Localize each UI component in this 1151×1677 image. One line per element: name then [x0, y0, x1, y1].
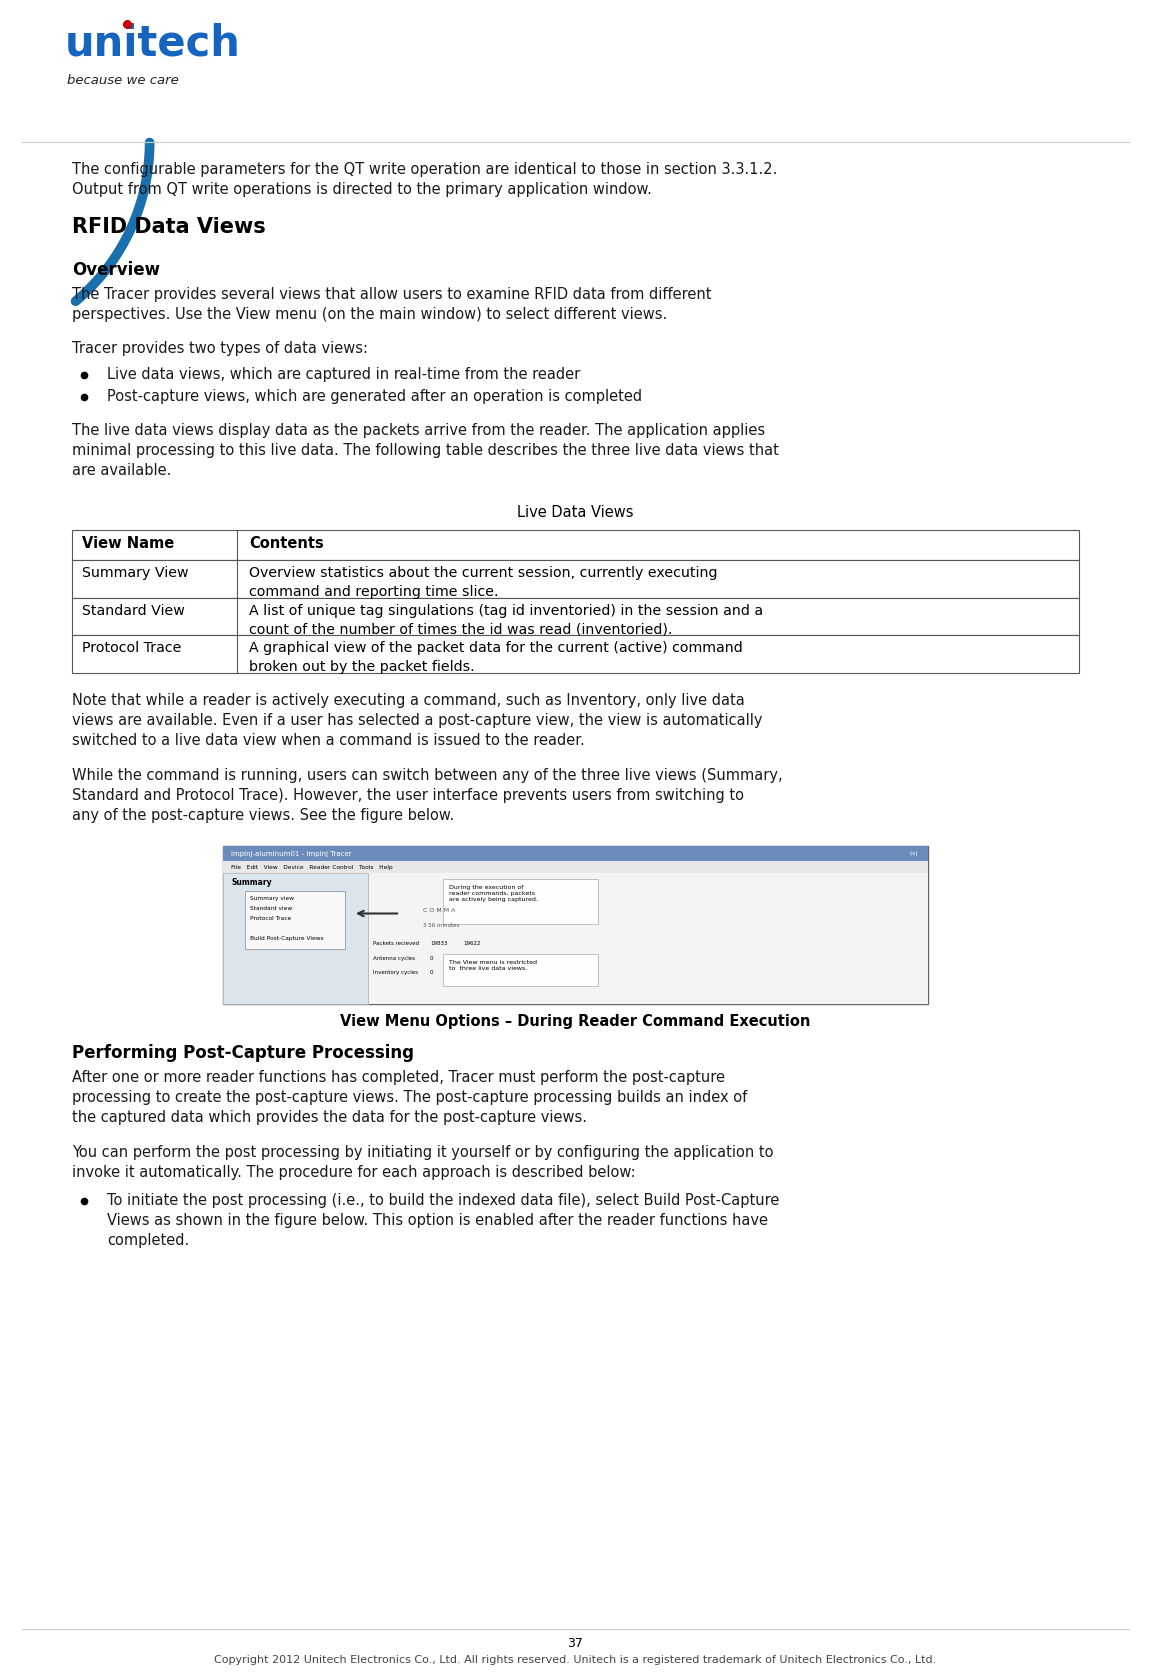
- Text: The Tracer provides several views that allow users to examine RFID data from dif: The Tracer provides several views that a…: [73, 287, 711, 302]
- Bar: [73, 530, 1078, 560]
- Text: views are available. Even if a user has selected a post-capture view, the view i: views are available. Even if a user has …: [73, 713, 762, 728]
- Text: count of the number of times the id was read (inventoried).: count of the number of times the id was …: [249, 622, 672, 637]
- Text: command and reporting time slice.: command and reporting time slice.: [249, 585, 498, 599]
- Bar: [73, 599, 1078, 636]
- Text: Output from QT write operations is directed to the primary application window.: Output from QT write operations is direc…: [73, 183, 651, 196]
- Text: Performing Post-Capture Processing: Performing Post-Capture Processing: [73, 1045, 414, 1062]
- Text: C O M M A: C O M M A: [424, 909, 456, 914]
- Text: After one or more reader functions has completed, Tracer must perform the post-c: After one or more reader functions has c…: [73, 1070, 725, 1085]
- Text: RFID Data Views: RFID Data Views: [73, 216, 266, 236]
- Text: 3 56 minutes: 3 56 minutes: [424, 924, 459, 929]
- Text: Views as shown in the figure below. This option is enabled after the reader func: Views as shown in the figure below. This…: [107, 1214, 768, 1229]
- Text: Live data views, which are captured in real-time from the reader: Live data views, which are captured in r…: [107, 367, 580, 382]
- Text: completed.: completed.: [107, 1234, 189, 1248]
- Text: 0: 0: [463, 956, 466, 961]
- Text: Summary View: Summary View: [82, 567, 189, 580]
- Text: 0: 0: [463, 971, 466, 976]
- Text: Inventory cycles: Inventory cycles: [373, 971, 418, 976]
- Text: While the command is running, users can switch between any of the three live vie: While the command is running, users can …: [73, 768, 783, 783]
- Text: 0: 0: [430, 971, 434, 976]
- Text: are available.: are available.: [73, 463, 171, 478]
- Bar: [245, 892, 345, 949]
- Text: Protocol Trace: Protocol Trace: [82, 642, 182, 656]
- Text: Standard View: Standard View: [82, 604, 185, 619]
- Text: processing to create the post-capture views. The post-capture processing builds : processing to create the post-capture vi…: [73, 1090, 747, 1105]
- Text: perspectives. Use the View menu (on the main window) to select different views.: perspectives. Use the View menu (on the …: [73, 307, 668, 322]
- Text: unitech: unitech: [64, 22, 241, 64]
- Text: 19622: 19622: [463, 941, 481, 946]
- Text: A graphical view of the packet data for the current (active) command: A graphical view of the packet data for …: [249, 642, 742, 656]
- Text: the captured data which provides the data for the post-capture views.: the captured data which provides the dat…: [73, 1110, 587, 1125]
- Text: Antenna cycles: Antenna cycles: [373, 956, 416, 961]
- Text: Overview statistics about the current session, currently executing: Overview statistics about the current se…: [249, 567, 717, 580]
- Bar: [223, 845, 928, 862]
- Text: To initiate the post processing (i.e., to build the indexed data file), select B: To initiate the post processing (i.e., t…: [107, 1194, 779, 1209]
- Bar: [443, 954, 599, 986]
- Text: broken out by the packet fields.: broken out by the packet fields.: [249, 661, 474, 674]
- Bar: [443, 879, 599, 924]
- Text: During the execution of
reader commands, packets
are actively being captured.: During the execution of reader commands,…: [449, 885, 538, 902]
- Text: A list of unique tag singulations (tag id inventoried) in the session and a: A list of unique tag singulations (tag i…: [249, 604, 763, 619]
- Text: Build Post-Capture Views: Build Post-Capture Views: [250, 936, 323, 941]
- Text: File   Edit   View   Device   Reader Control   Tools   Help: File Edit View Device Reader Control Too…: [231, 865, 392, 870]
- Text: Standard view: Standard view: [250, 907, 292, 912]
- Text: 19833: 19833: [430, 941, 448, 946]
- Text: Standard and Protocol Trace). However, the user interface prevents users from sw: Standard and Protocol Trace). However, t…: [73, 788, 744, 803]
- Text: The configurable parameters for the QT write operation are identical to those in: The configurable parameters for the QT w…: [73, 163, 777, 178]
- Bar: [223, 874, 928, 1005]
- Text: Packets recieved: Packets recieved: [373, 941, 419, 946]
- Text: The live data views display data as the packets arrive from the reader. The appl: The live data views display data as the …: [73, 424, 765, 438]
- Bar: [223, 874, 368, 1005]
- Text: Tracer provides two types of data views:: Tracer provides two types of data views:: [73, 342, 368, 357]
- Text: Protocol Trace: Protocol Trace: [250, 917, 291, 921]
- Text: Contents: Contents: [249, 537, 323, 552]
- Text: Overview: Overview: [73, 262, 160, 278]
- Text: Copyright 2012 Unitech Electronics Co., Ltd. All rights reserved. Unitech is a r: Copyright 2012 Unitech Electronics Co., …: [214, 1655, 937, 1665]
- Text: View Menu Options – During Reader Command Execution: View Menu Options – During Reader Comman…: [341, 1015, 810, 1030]
- Text: Summary: Summary: [231, 879, 272, 887]
- Text: -|x|: -|x|: [908, 850, 917, 857]
- Text: minimal processing to this live data. The following table describes the three li: minimal processing to this live data. Th…: [73, 443, 779, 458]
- Text: The View menu is restricted
to  three live data views.: The View menu is restricted to three liv…: [449, 959, 538, 971]
- Bar: [223, 845, 928, 1005]
- Bar: [73, 636, 1078, 672]
- Text: Note that while a reader is actively executing a command, such as Inventory, onl: Note that while a reader is actively exe…: [73, 693, 745, 708]
- Text: Live Data Views: Live Data Views: [517, 505, 634, 520]
- Text: You can perform the post processing by initiating it yourself or by configuring : You can perform the post processing by i…: [73, 1145, 773, 1160]
- Text: Post-capture views, which are generated after an operation is completed: Post-capture views, which are generated …: [107, 389, 642, 404]
- Text: any of the post-capture views. See the figure below.: any of the post-capture views. See the f…: [73, 808, 455, 823]
- Text: invoke it automatically. The procedure for each approach is described below:: invoke it automatically. The procedure f…: [73, 1166, 635, 1181]
- Text: switched to a live data view when a command is issued to the reader.: switched to a live data view when a comm…: [73, 733, 585, 748]
- Text: Summary view: Summary view: [250, 897, 294, 902]
- Text: 37: 37: [567, 1637, 584, 1650]
- Text: 0: 0: [430, 956, 434, 961]
- Text: impinj-aluminum01 - Impinj Tracer: impinj-aluminum01 - Impinj Tracer: [231, 850, 352, 857]
- Bar: [73, 560, 1078, 599]
- Bar: [223, 862, 928, 874]
- Text: because we care: because we care: [67, 74, 178, 87]
- Text: View Name: View Name: [82, 537, 174, 552]
